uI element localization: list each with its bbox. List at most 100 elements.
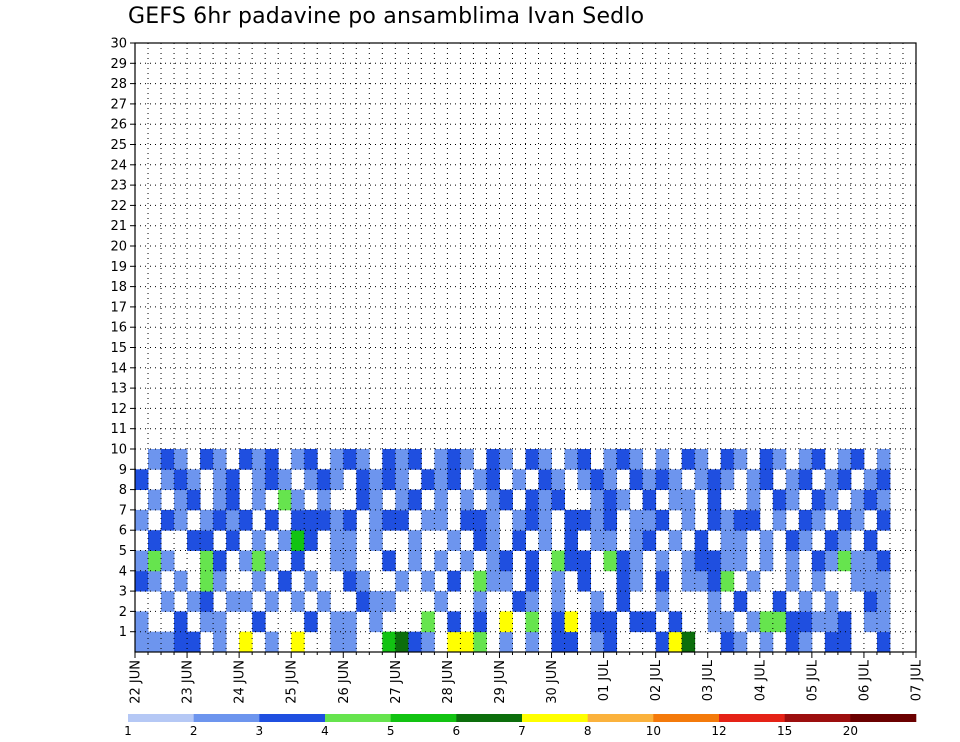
heatmap-cell [434, 469, 448, 490]
heatmap-cell [343, 449, 357, 470]
colorbar: 1 2 3 4 5 6 7 8 10 12 15 20 [124, 714, 917, 738]
heatmap-cell [590, 530, 604, 551]
heatmap-cell [759, 631, 774, 653]
heatmap-cell [798, 449, 813, 470]
y-tick-label: 15 [110, 341, 127, 356]
heatmap-cell [486, 449, 500, 470]
heatmap-cell [863, 570, 878, 592]
y-tick-label: 12 [110, 402, 127, 417]
heatmap-cell [590, 631, 604, 653]
heatmap-cell [174, 509, 188, 531]
heatmap-cell [733, 509, 748, 531]
y-axis: 1234567891011121314151617181920212223242… [110, 37, 135, 640]
heatmap-cell [369, 469, 383, 490]
heatmap-cell [733, 631, 748, 653]
x-tick-label: 22 JUN [129, 660, 144, 704]
heatmap-cell [239, 509, 253, 531]
heatmap-cell [135, 631, 149, 653]
heatmap-cell [629, 611, 644, 633]
heatmap-cell [161, 469, 175, 490]
heatmap-cell [291, 550, 305, 572]
heatmap-cell [200, 530, 214, 551]
heatmap-cell [252, 550, 266, 572]
heatmap-cell [421, 469, 435, 490]
heatmap-cell [512, 591, 526, 612]
heatmap-cell [642, 509, 657, 531]
heatmap-cell [499, 570, 513, 592]
colorbar-label: 2 [190, 724, 198, 738]
colorbar-label: 15 [777, 724, 792, 738]
heatmap-cell [694, 550, 709, 572]
heatmap-cell [213, 611, 227, 633]
colorbar-swatch [587, 714, 654, 722]
heatmap-cell [174, 611, 188, 633]
heatmap-cell [863, 489, 878, 511]
heatmap-cell [876, 509, 891, 531]
colorbar-swatch [259, 714, 326, 722]
heatmap-cell [265, 449, 279, 470]
heatmap-cell [343, 530, 357, 551]
heatmap-cell [486, 489, 500, 511]
x-tick-label: 04 JUL [753, 659, 768, 701]
heatmap-cell [460, 449, 474, 470]
heatmap-cell [681, 489, 696, 511]
heatmap-cell [668, 631, 683, 653]
heatmap-cell [863, 530, 878, 551]
heatmap-cell [590, 469, 604, 490]
heatmap-cell [486, 469, 500, 490]
x-tick-label: 29 JUN [493, 660, 508, 704]
heatmap-cell [356, 469, 370, 490]
heatmap-cell [161, 591, 175, 612]
heatmap-cell [447, 449, 461, 470]
colorbar-swatch [719, 714, 785, 722]
heatmap-cell [720, 469, 735, 490]
heatmap-cell [135, 611, 149, 633]
heatmap-cell [317, 489, 331, 511]
heatmap-cell [551, 550, 565, 572]
colorbar-swatch [193, 714, 260, 722]
heatmap-cell [707, 489, 722, 511]
heatmap-cell [785, 631, 800, 653]
heatmap-cell [200, 509, 214, 531]
heatmap-cell [655, 550, 670, 572]
heatmap-cell [434, 489, 448, 511]
heatmap-cell [473, 469, 487, 490]
colorbar-swatch [653, 714, 720, 722]
x-tick-label: 02 JUL [649, 659, 664, 701]
heatmap-cell [824, 611, 839, 633]
heatmap-cell [148, 449, 162, 470]
heatmap-cell [512, 530, 526, 551]
y-tick-label: 14 [110, 361, 127, 376]
heatmap-cell [876, 550, 891, 572]
heatmap-cell [356, 449, 370, 470]
heatmap-cell [252, 449, 266, 470]
colorbar-label: 4 [321, 724, 329, 738]
heatmap-cell [135, 550, 149, 572]
y-tick-label: 24 [110, 158, 127, 173]
heatmap-cell [720, 570, 735, 592]
heatmap-cell [772, 611, 787, 633]
heatmap-cell [265, 550, 279, 572]
heatmap-cell [577, 550, 591, 572]
heatmap-cell [473, 509, 487, 531]
heatmap-cell [642, 530, 657, 551]
heatmap-cell [200, 570, 214, 592]
heatmap-cell [304, 449, 318, 470]
heatmap-cell [811, 570, 826, 592]
heatmap-cell [200, 550, 214, 572]
heatmap-cell [707, 550, 722, 572]
heatmap-cell [837, 509, 852, 531]
heatmap-cell [447, 469, 461, 490]
heatmap-cell [512, 469, 526, 490]
heatmap-cell [629, 550, 644, 572]
colorbar-label: 10 [646, 724, 661, 738]
heatmap-cell [278, 469, 292, 490]
heatmap-cell [395, 489, 409, 511]
y-tick-label: 25 [110, 138, 127, 153]
heatmap-cell [447, 611, 461, 633]
colorbar-label: 3 [256, 724, 264, 738]
y-tick-label: 29 [110, 57, 127, 72]
heatmap-cell [226, 469, 240, 490]
heatmap-cell [499, 550, 513, 572]
heatmap-cell [291, 489, 305, 511]
